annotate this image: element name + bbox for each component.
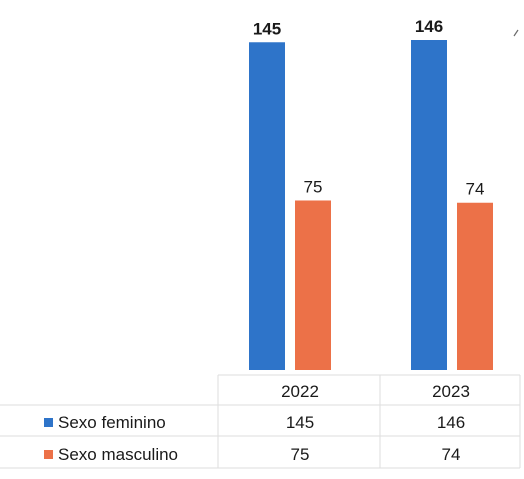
data-label-0-0: 145 <box>253 19 281 38</box>
stray-mark <box>513 29 519 37</box>
table-cell-0-1: 146 <box>437 413 465 432</box>
data-label-0-1: 146 <box>415 17 443 36</box>
table-cell-1-1: 74 <box>442 445 461 464</box>
category-label-1: 2023 <box>432 382 470 401</box>
table-cell-1-0: 75 <box>291 445 310 464</box>
legend-key-0 <box>44 418 53 427</box>
bar-1-1 <box>457 202 493 370</box>
bar-0-0 <box>249 42 285 370</box>
category-label-0: 2022 <box>281 382 319 401</box>
legend-key-1 <box>44 450 53 459</box>
legend-label-0: Sexo feminino <box>58 413 166 432</box>
bar-1-0 <box>295 200 331 370</box>
data-label-1-1: 74 <box>466 180 485 199</box>
table-cell-0-0: 145 <box>286 413 314 432</box>
data-label-1-0: 75 <box>304 177 323 196</box>
legend-label-1: Sexo masculino <box>58 445 178 464</box>
bar-0-1 <box>411 40 447 370</box>
